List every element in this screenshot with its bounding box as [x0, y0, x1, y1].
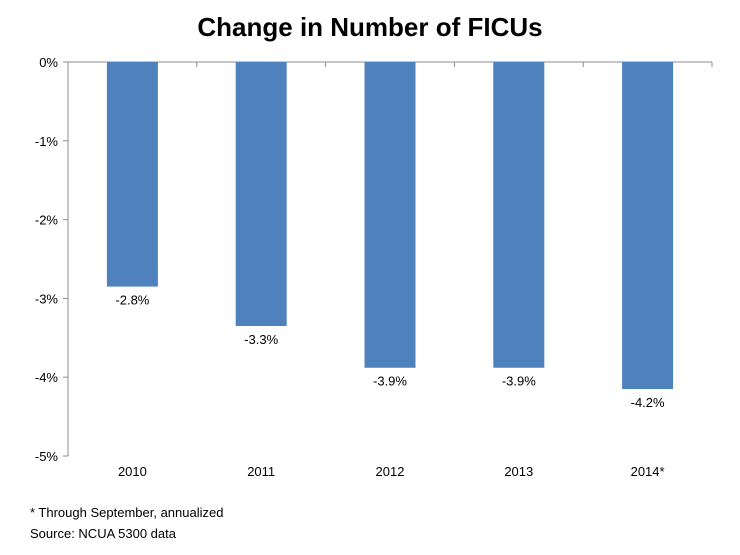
x-tick-label: 2012: [376, 464, 405, 479]
data-label: -2.8%: [115, 293, 149, 308]
y-tick-label: -1%: [35, 134, 59, 149]
x-tick-label: 2014*: [631, 464, 665, 479]
y-tick-label: -5%: [35, 449, 59, 464]
y-axis: 0% -1% -2% -3% -4% -5%: [35, 55, 69, 464]
data-label: -3.9%: [373, 374, 407, 389]
y-tick-label: -4%: [35, 370, 59, 385]
footnote: * Through September, annualized: [30, 505, 224, 520]
data-label: -3.3%: [244, 332, 278, 347]
y-tick-label: 0%: [39, 55, 58, 70]
data-label: -4.2%: [631, 395, 665, 410]
bar-2011: [235, 62, 287, 326]
bar-2014: [622, 62, 674, 390]
bars: [106, 62, 674, 390]
bar-2012: [364, 62, 416, 368]
x-tick-label: 2010: [118, 464, 147, 479]
chart-title: Change in Number of FICUs: [197, 12, 543, 42]
x-axis: 2010 2011 2012 2013 2014*: [67, 61, 713, 479]
source-note: Source: NCUA 5300 data: [30, 526, 176, 541]
bar-2013: [493, 62, 545, 368]
x-tick-label: 2011: [247, 464, 275, 479]
data-labels: -2.8% -3.3% -3.9% -3.9% -4.2%: [115, 293, 665, 410]
y-tick-label: -2%: [35, 213, 59, 228]
bar-2010: [106, 62, 158, 287]
data-label: -3.9%: [502, 374, 536, 389]
x-tick-label: 2013: [504, 464, 533, 479]
y-tick-label: -3%: [35, 291, 59, 306]
